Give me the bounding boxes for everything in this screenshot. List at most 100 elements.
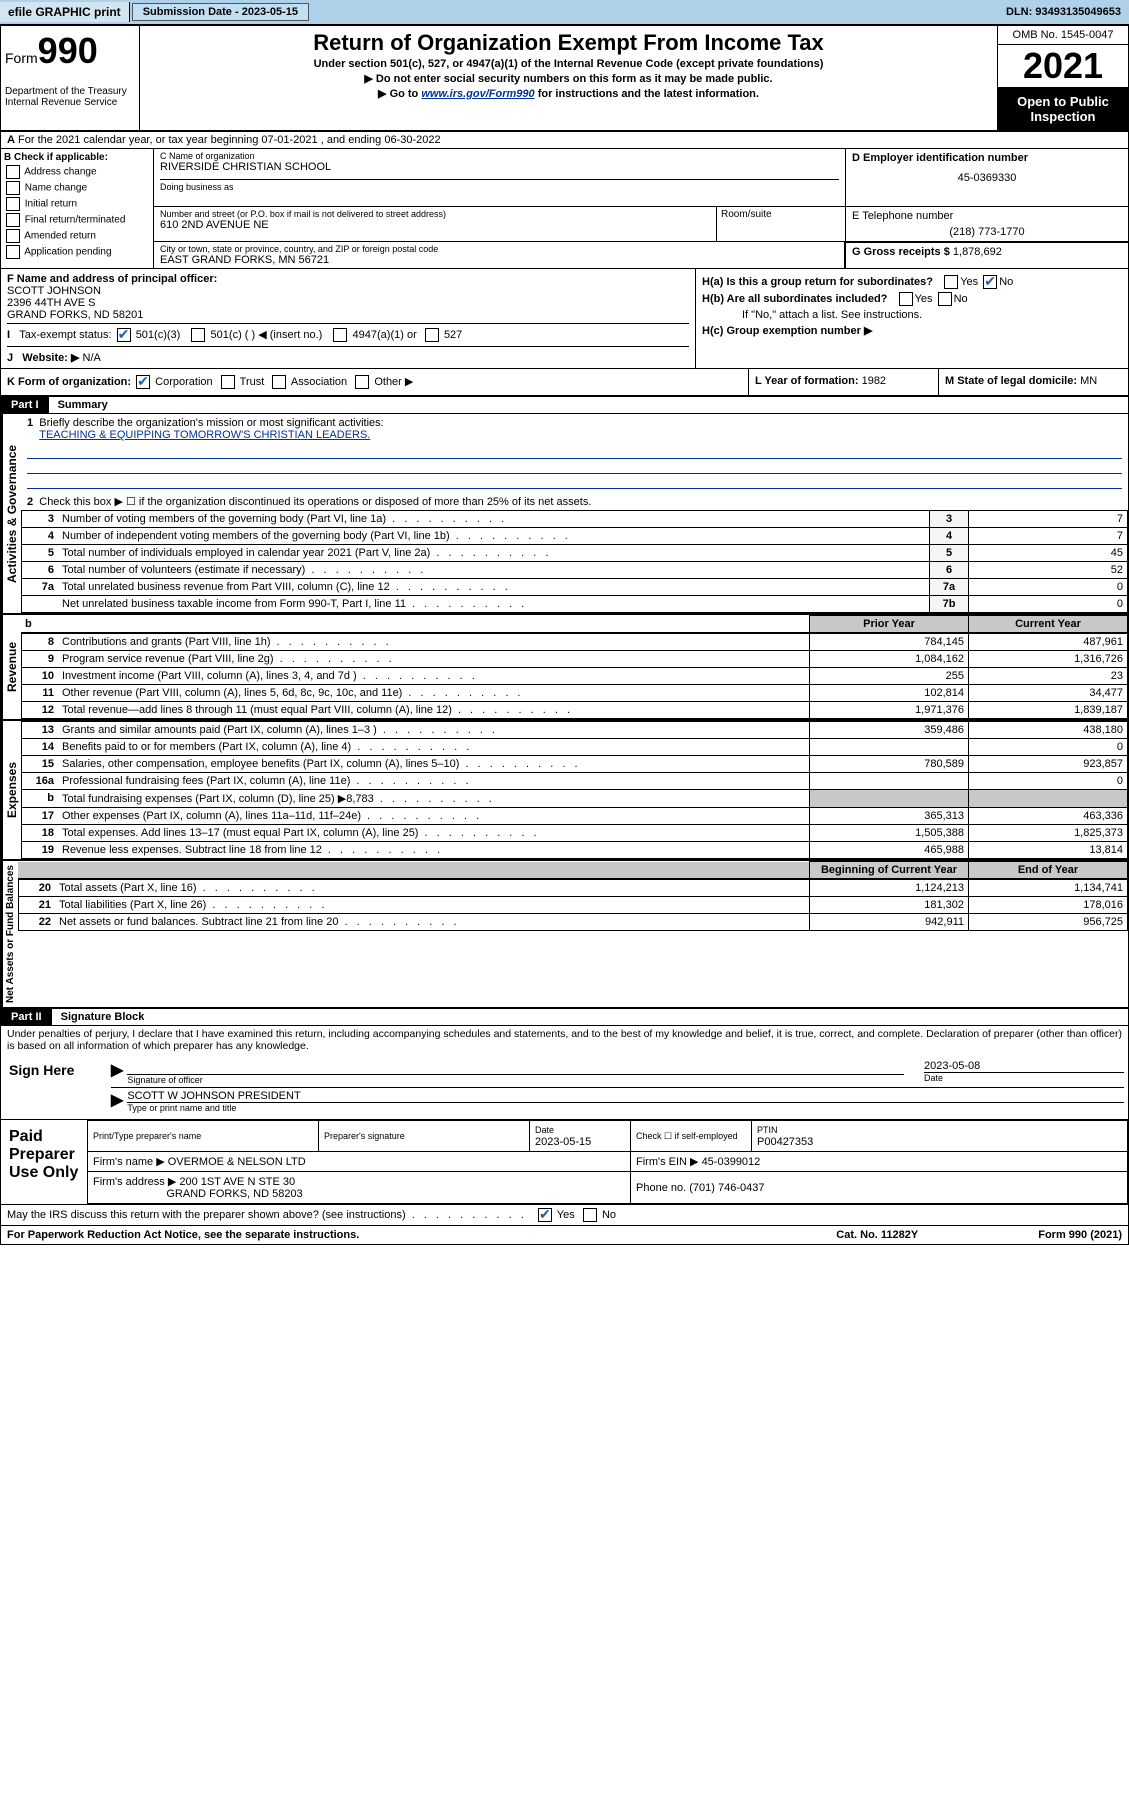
hb-yes[interactable] (899, 292, 913, 306)
hc-exemption: H(c) Group exemption number ▶ (702, 324, 1122, 337)
chk-name-change[interactable] (6, 181, 20, 195)
sig-officer-label: Signature of officer (127, 1074, 904, 1085)
city-value: EAST GRAND FORKS, MN 56721 (160, 254, 838, 266)
revenue-table: 8 Contributions and grants (Part VIII, l… (21, 633, 1128, 719)
hb-subordinates: H(b) Are all subordinates included? Yes … (702, 292, 1122, 306)
side-governance: Activities & Governance (1, 414, 21, 613)
footer-left: For Paperwork Reduction Act Notice, see … (7, 1229, 359, 1241)
addr-value: 610 2ND AVENUE NE (160, 219, 710, 231)
side-netassets: Net Assets or Fund Balances (1, 861, 18, 1007)
chk-trust[interactable] (221, 375, 235, 389)
sig-name-value: SCOTT W JOHNSON PRESIDENT (127, 1090, 1124, 1102)
chk-assoc[interactable] (272, 375, 286, 389)
tax-year: 2021 (998, 45, 1128, 88)
mission-line (27, 474, 1122, 489)
ein-value: 45-0369330 (852, 172, 1122, 184)
website-label: Website: ▶ (22, 352, 79, 364)
website-value: N/A (83, 352, 101, 364)
expenses-table: 13 Grants and similar amounts paid (Part… (21, 721, 1128, 859)
sig-date-label: Date (924, 1072, 1124, 1083)
netassets-table: 20 Total assets (Part X, line 16) 1,124,… (18, 879, 1128, 931)
officer-addr2: GRAND FORKS, ND 58201 (7, 309, 143, 321)
form-outer: Form990 Department of the Treasury Inter… (0, 25, 1129, 1245)
officer-addr1: 2396 44TH AVE S (7, 297, 95, 309)
part1-header: Part I (1, 397, 49, 413)
chk-corp[interactable] (136, 375, 150, 389)
ha-no[interactable] (983, 275, 997, 289)
subtitle-ssn: ▶ Do not enter social security numbers o… (146, 72, 991, 85)
dln: DLN: 93493135049653 (998, 3, 1129, 21)
phone-value: (218) 773-1770 (852, 226, 1122, 238)
line2-text: Check this box ▶ ☐ if the organization d… (39, 496, 591, 508)
penalty-text: Under penalties of perjury, I declare th… (1, 1026, 1128, 1054)
top-bar: efile GRAPHIC print Submission Date - 20… (0, 0, 1129, 25)
arrow-icon: ▶ (111, 1060, 123, 1085)
discuss-no[interactable] (583, 1208, 597, 1222)
org-name: RIVERSIDE CHRISTIAN SCHOOL (160, 161, 839, 173)
dept-treasury: Department of the Treasury Internal Reve… (5, 86, 135, 108)
efile-print[interactable]: efile GRAPHIC print (0, 2, 130, 22)
discuss-yes[interactable] (538, 1208, 552, 1222)
ein-label: D Employer identification number (852, 152, 1122, 164)
part1-title: Summary (52, 397, 114, 413)
officer-label: F Name and address of principal officer: (7, 273, 217, 285)
paid-preparer-label: Paid Preparer Use Only (1, 1120, 87, 1204)
org-name-label: C Name of organization (160, 151, 839, 161)
chk-527[interactable] (425, 328, 439, 342)
sign-here-label: Sign Here (1, 1054, 87, 1119)
submission-date: Submission Date - 2023-05-15 (132, 3, 309, 21)
netassets-header: Beginning of Current Year End of Year (18, 861, 1128, 879)
subtitle-goto: ▶ Go to www.irs.gov/Form990 for instruct… (146, 87, 991, 100)
mission-line (27, 459, 1122, 474)
discuss-row: May the IRS discuss this return with the… (1, 1205, 1128, 1226)
footer-form: Form 990 (2021) (1038, 1229, 1122, 1241)
footer: For Paperwork Reduction Act Notice, see … (1, 1226, 1128, 1244)
irs-link[interactable]: www.irs.gov/Form990 (421, 88, 534, 100)
gross-receipts: G Gross receipts $ 1,878,692 (852, 246, 1122, 258)
chk-4947[interactable] (333, 328, 347, 342)
subtitle-section: Under section 501(c), 527, or 4947(a)(1)… (146, 58, 991, 70)
m-state-domicile: M State of legal domicile: MN (938, 369, 1128, 395)
officer-name: SCOTT JOHNSON (7, 285, 101, 297)
hb-no[interactable] (938, 292, 952, 306)
form-header: Form990 Department of the Treasury Inter… (1, 26, 1128, 132)
row-a-taxyear: A For the 2021 calendar year, or tax yea… (1, 132, 1128, 149)
hb-note: If "No," attach a list. See instructions… (702, 309, 1122, 321)
tax-status-label: Tax-exempt status: (19, 329, 111, 341)
mission-line (27, 444, 1122, 459)
dba-label: Doing business as (160, 179, 839, 192)
open-public: Open to Public Inspection (998, 88, 1128, 130)
side-expenses: Expenses (1, 721, 21, 859)
chk-501c3[interactable] (117, 328, 131, 342)
addr-label: Number and street (or P.O. box if mail i… (160, 209, 710, 219)
chk-initial-return[interactable] (6, 197, 20, 211)
revenue-header: b Prior Year Current Year (21, 615, 1128, 633)
omb-number: OMB No. 1545-0047 (998, 26, 1128, 45)
sig-date-value: 2023-05-08 (924, 1060, 1124, 1072)
governance-table: 3 Number of voting members of the govern… (21, 510, 1128, 613)
k-label: K Form of organization: (7, 376, 131, 388)
preparer-table: Print/Type preparer's name Preparer's si… (87, 1120, 1128, 1204)
sig-name-label: Type or print name and title (127, 1102, 1124, 1113)
l-year-formation: L Year of formation: 1982 (748, 369, 938, 395)
col-b-checkboxes: B Check if applicable: Address change Na… (1, 149, 154, 268)
line1-label: Briefly describe the organization's miss… (39, 417, 383, 429)
mission-text: TEACHING & EQUIPPING TOMORROW'S CHRISTIA… (39, 429, 370, 441)
footer-cat: Cat. No. 11282Y (836, 1229, 918, 1241)
part2-title: Signature Block (55, 1009, 151, 1025)
side-revenue: Revenue (1, 615, 21, 719)
ha-group-return: H(a) Is this a group return for subordin… (702, 275, 1122, 289)
chk-final-return[interactable] (6, 213, 20, 227)
chk-address-change[interactable] (6, 165, 20, 179)
phone-label: E Telephone number (852, 210, 1122, 222)
chk-501c[interactable] (191, 328, 205, 342)
part2-header: Part II (1, 1009, 52, 1025)
arrow-icon: ▶ (111, 1090, 123, 1113)
form-title: Return of Organization Exempt From Incom… (146, 30, 991, 56)
ha-yes[interactable] (944, 275, 958, 289)
form-number: Form990 (5, 30, 135, 72)
room-suite-label: Room/suite (716, 207, 845, 241)
chk-other[interactable] (355, 375, 369, 389)
chk-amended[interactable] (6, 229, 20, 243)
chk-app-pending[interactable] (6, 245, 20, 259)
